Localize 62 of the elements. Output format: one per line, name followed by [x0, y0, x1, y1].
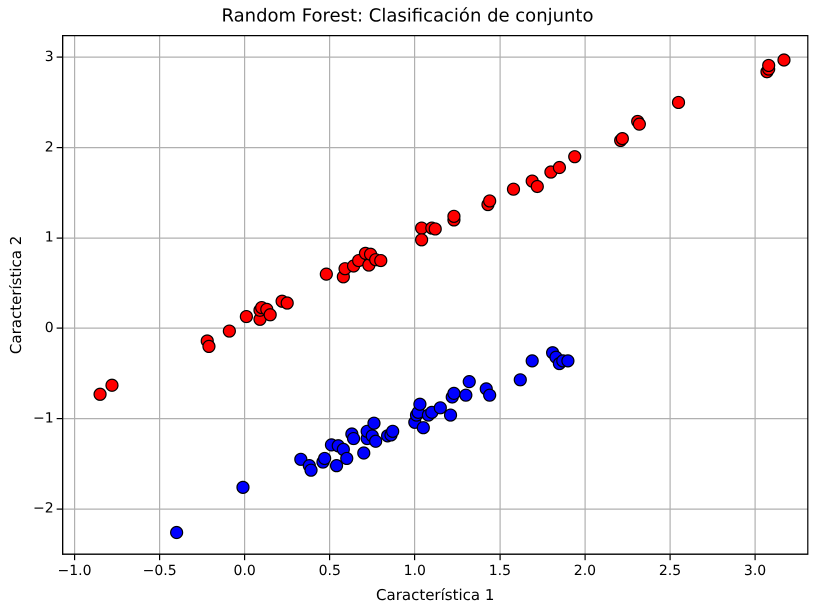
- point: [444, 408, 458, 422]
- point: [105, 378, 119, 392]
- y-tick-label: −2: [32, 500, 54, 517]
- y-tick-label: 1: [44, 230, 54, 246]
- point: [236, 480, 250, 494]
- point: [561, 354, 575, 368]
- x-tick-label: 0.0: [234, 563, 256, 580]
- point: [526, 354, 539, 368]
- point: [170, 526, 184, 540]
- point: [240, 310, 253, 324]
- point: [447, 210, 461, 223]
- x-tick-label: −1.0: [58, 563, 92, 580]
- point: [386, 424, 400, 438]
- point: [357, 446, 370, 460]
- point: [202, 340, 216, 353]
- point: [762, 58, 776, 72]
- point: [416, 421, 430, 434]
- point: [568, 150, 582, 164]
- x-tick-label: −0.5: [142, 563, 177, 580]
- point: [483, 194, 496, 208]
- point: [374, 254, 388, 268]
- x-tick-label: 2.0: [574, 563, 596, 580]
- point: [506, 182, 520, 196]
- point: [294, 452, 308, 466]
- point: [340, 452, 354, 466]
- point: [330, 459, 344, 472]
- point: [93, 388, 107, 401]
- y-axis-title: Característica 2: [6, 236, 25, 354]
- point: [222, 324, 236, 338]
- y-tick-label: 3: [44, 48, 54, 65]
- point: [672, 96, 686, 110]
- x-tick-label: 3.0: [744, 563, 766, 580]
- y-tick-label: 0: [44, 320, 54, 336]
- point: [434, 401, 447, 414]
- point: [483, 388, 496, 402]
- point: [415, 233, 428, 246]
- point: [304, 464, 318, 477]
- x-axis-title: Característica 1: [376, 586, 494, 604]
- point: [777, 53, 791, 67]
- point: [318, 452, 332, 466]
- point: [447, 386, 461, 400]
- point: [552, 160, 566, 174]
- point: [530, 180, 544, 194]
- x-tick-label: 2.5: [658, 563, 682, 580]
- y-tick-label: −1: [32, 410, 54, 426]
- point: [369, 434, 382, 448]
- y-tick-label: 2: [44, 139, 54, 156]
- point: [346, 432, 360, 446]
- x-tick-label: 1.5: [488, 563, 511, 580]
- point: [632, 118, 646, 131]
- point: [413, 398, 427, 411]
- point: [428, 222, 442, 236]
- chart-title: Random Forest: Clasificación de conjunto: [222, 5, 594, 26]
- point: [367, 416, 381, 430]
- point: [320, 268, 333, 281]
- point: [459, 388, 472, 402]
- point: [514, 373, 527, 386]
- x-tick-label: 0.5: [318, 563, 341, 580]
- x-tick-label: 1.0: [404, 563, 426, 580]
- point: [462, 375, 476, 388]
- point: [280, 296, 294, 310]
- point: [264, 308, 277, 322]
